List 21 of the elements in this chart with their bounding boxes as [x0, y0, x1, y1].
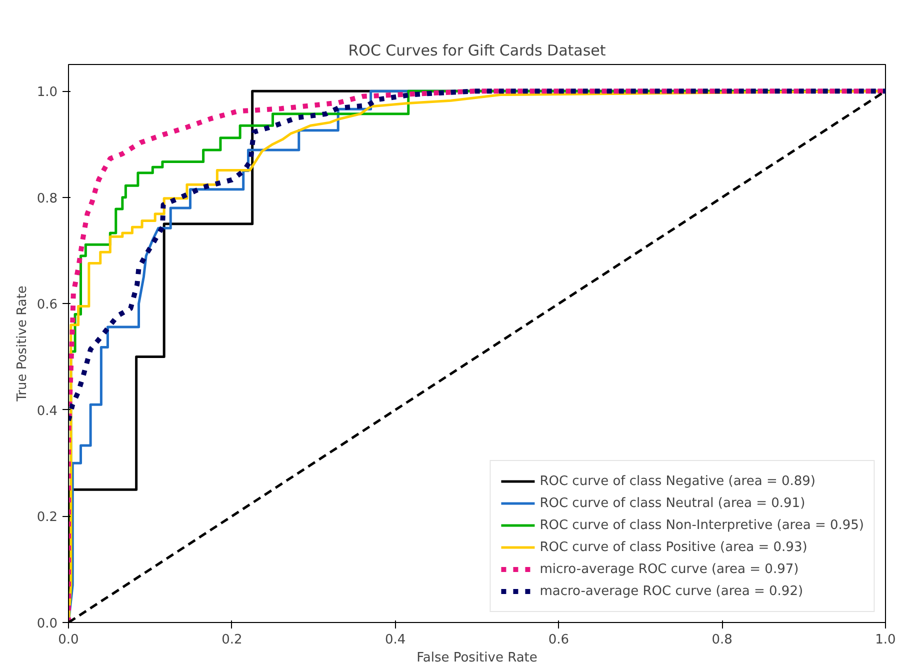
- legend-label: ROC curve of class Negative (area = 0.89): [540, 474, 816, 488]
- y-tick-label: 0.0: [36, 616, 58, 632]
- y-tick-label: 0.4: [36, 404, 58, 419]
- y-tick-label: 0.2: [36, 510, 58, 526]
- x-axis-title: False Positive Rate: [416, 650, 538, 666]
- x-tick-label: 0.0: [58, 632, 79, 648]
- y-tick-label: 0.8: [36, 191, 58, 206]
- x-tick-label: 0.8: [712, 632, 732, 648]
- legend-label: ROC curve of class Positive (area = 0.93): [540, 540, 808, 554]
- x-tick-label: 1.0: [875, 632, 896, 648]
- x-tick-label: 0.4: [384, 632, 406, 648]
- y-tick-label: 1.0: [36, 85, 58, 100]
- legend-label: micro-average ROC curve (area = 0.97): [540, 562, 799, 576]
- y-tick-label: 0.6: [36, 298, 58, 313]
- x-tick-label: 0.2: [222, 632, 242, 648]
- chart-title: ROC Curves for Gift Cards Dataset: [348, 42, 606, 60]
- legend-label: ROC curve of class Neutral (area = 0.91): [540, 496, 806, 510]
- legend-label: ROC curve of class Non-Interpretive (area = 0.95): [540, 518, 864, 532]
- x-tick-label: 0.6: [548, 632, 570, 648]
- legend-label: macro-average ROC curve (area = 0.92): [540, 584, 804, 598]
- y-axis-title: True Positive Rate: [14, 286, 30, 402]
